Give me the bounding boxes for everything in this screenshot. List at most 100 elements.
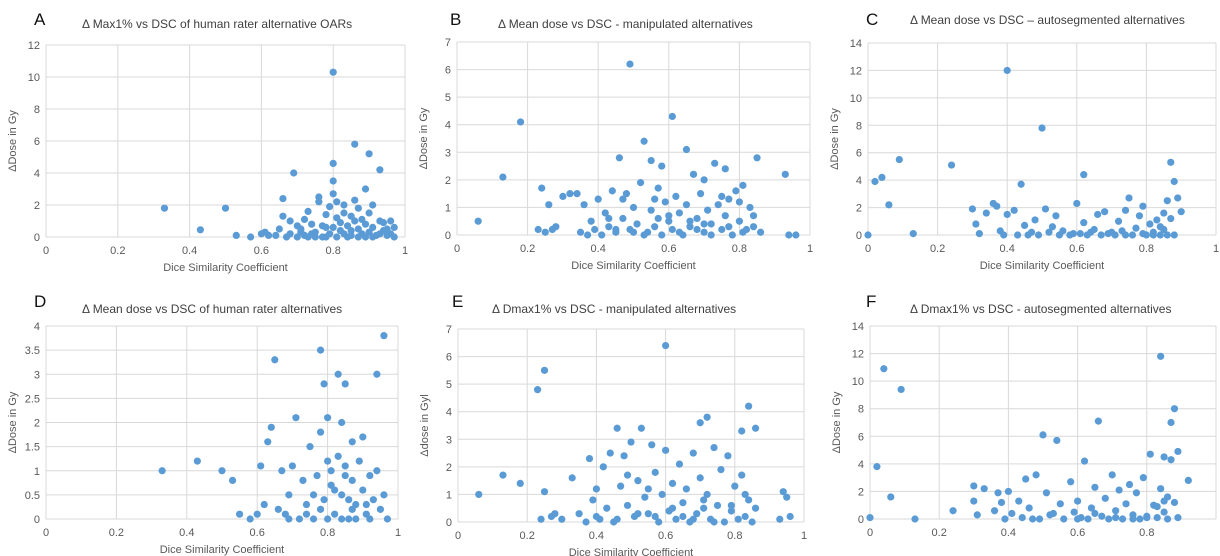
data-point	[1067, 478, 1075, 486]
data-point	[369, 496, 377, 504]
data-point	[1156, 231, 1164, 239]
data-point	[1108, 471, 1116, 479]
y-tick-label: 1	[34, 466, 40, 478]
y-tick-label: 0	[858, 514, 864, 526]
data-point	[689, 515, 697, 523]
data-point	[1091, 483, 1099, 491]
data-point	[675, 460, 684, 468]
data-point	[288, 462, 296, 470]
data-point	[675, 228, 683, 236]
data-point	[282, 233, 291, 241]
data-point	[316, 505, 325, 513]
data-point	[1101, 494, 1109, 502]
data-point	[351, 196, 359, 204]
data-point	[592, 512, 600, 521]
data-point	[704, 206, 712, 214]
data-point	[1149, 231, 1157, 239]
x-axis-title: Dice Similarity Coefficient	[569, 547, 694, 556]
data-point	[682, 201, 691, 209]
data-point	[1022, 475, 1030, 483]
data-point	[1039, 431, 1047, 439]
data-point	[629, 228, 638, 236]
data-point	[1160, 453, 1168, 461]
x-tick-label: 0	[43, 527, 49, 539]
data-point	[474, 217, 482, 225]
data-point	[326, 203, 334, 211]
data-point	[322, 233, 330, 241]
y-tick-label: 12	[850, 65, 862, 77]
data-point	[1000, 231, 1008, 239]
y-tick-label: 4	[856, 175, 862, 187]
panel-letter: E	[452, 292, 464, 311]
scatter-plot: 0 0.5 1 1.5 2 2.5 3 3.5 4 0 0.2 0.4 0.6 0.8 1 Dice Simi…	[7, 321, 401, 556]
data-point	[271, 356, 279, 364]
data-point	[290, 169, 298, 177]
data-point	[776, 515, 784, 523]
data-point	[739, 228, 747, 236]
y-tick-label: 2.5	[25, 393, 40, 405]
data-point	[718, 192, 726, 200]
data-point	[679, 512, 687, 521]
data-point	[218, 467, 226, 475]
data-point	[267, 423, 275, 431]
data-point	[668, 479, 677, 487]
data-point	[1097, 231, 1105, 239]
x-tick-label: 1	[402, 245, 408, 257]
data-point	[1125, 480, 1134, 489]
data-point	[682, 485, 690, 493]
x-tick-label: 0.6	[661, 243, 676, 255]
data-point	[968, 205, 976, 213]
panel-letter: B	[450, 10, 462, 29]
data-point	[640, 231, 648, 239]
data-point	[1121, 206, 1130, 214]
data-point	[1031, 216, 1039, 224]
data-point	[322, 211, 330, 219]
data-point	[1017, 180, 1025, 188]
data-point	[373, 467, 381, 475]
data-point	[316, 428, 325, 436]
x-tick-label: 0	[455, 530, 461, 542]
data-point	[751, 504, 760, 512]
y-tick-label: 14	[850, 38, 862, 50]
panel-c: C Δ Mean dose vs DSC – autosegmented alt…	[818, 0, 1220, 278]
data-point	[627, 438, 635, 446]
data-point	[605, 223, 613, 231]
data-point	[703, 490, 711, 499]
data-point	[895, 155, 903, 164]
x-axis-title: Dice Similarity Coefficient	[571, 260, 696, 272]
data-point	[333, 233, 341, 241]
data-point	[878, 173, 886, 181]
y-tick-label: 0.5	[25, 490, 40, 502]
data-point	[585, 454, 594, 463]
y-tick-label: 10	[852, 376, 864, 388]
data-point	[640, 137, 648, 145]
data-point	[1084, 515, 1092, 523]
y-tick-label: 10	[28, 72, 40, 84]
data-point	[647, 156, 655, 165]
y-axis-title: ΔDose in Gy	[418, 107, 430, 169]
data-point	[909, 230, 917, 238]
data-point	[753, 154, 761, 162]
data-point	[196, 226, 204, 234]
data-point	[1153, 514, 1161, 522]
data-point	[720, 518, 729, 526]
data-point	[341, 462, 349, 470]
x-tick-label: 0.8	[1139, 527, 1154, 539]
data-point	[786, 512, 794, 521]
data-point	[341, 380, 349, 388]
y-tick-label: 0	[34, 232, 40, 244]
chart-title: Δ Dmax1% vs DSC - manipulated alternativ…	[492, 302, 737, 316]
data-point	[236, 510, 244, 518]
data-point	[533, 386, 542, 394]
x-tick-label: 0	[865, 243, 871, 255]
data-point	[591, 225, 599, 234]
data-point	[315, 193, 323, 201]
data-point	[672, 515, 680, 523]
x-tick-label: 0	[43, 245, 49, 257]
data-point	[594, 195, 602, 203]
data-point	[647, 206, 655, 214]
data-point	[662, 446, 670, 454]
data-point	[348, 438, 356, 446]
data-point	[1025, 504, 1033, 512]
data-point	[552, 223, 560, 231]
